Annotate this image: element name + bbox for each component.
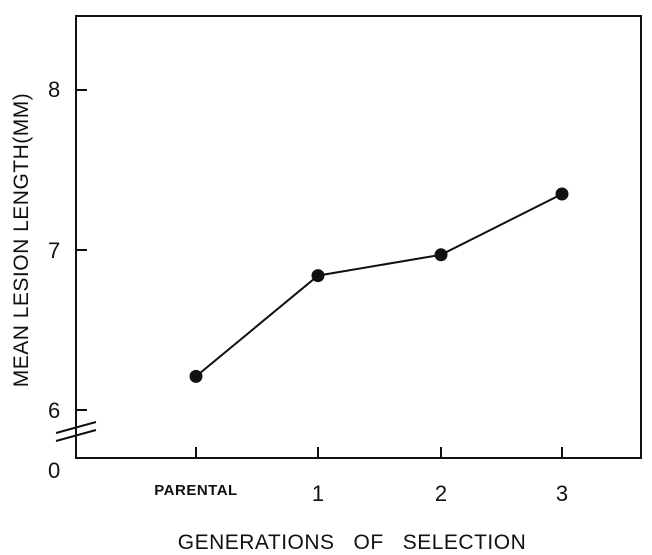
y-axis-break (55, 421, 97, 442)
y-tick-label-7: 7 (48, 238, 60, 263)
x-tick-label-2: 2 (435, 481, 447, 506)
x-axis-title: GENERATIONS OF SELECTION (178, 531, 527, 554)
y-origin-label: 0 (48, 458, 60, 483)
y-tick-label-6: 6 (48, 398, 60, 423)
data-points (189, 187, 569, 383)
x-axis-ticks (195, 447, 563, 458)
x-tick-label-1: 1 (312, 481, 324, 506)
plot-frame (75, 15, 642, 459)
series-line (195, 193, 563, 378)
data-point-2 (434, 248, 448, 262)
x-tick-label-3: 3 (556, 481, 568, 506)
x-tick-label-parental: PARENTAL (154, 482, 237, 499)
y-tick-label-8: 8 (48, 77, 60, 102)
data-point-parental (189, 369, 203, 383)
y-axis-ticks (76, 89, 87, 411)
data-point-1 (311, 269, 325, 283)
data-point-3 (555, 187, 569, 201)
y-axis-title: MEAN LESION LENGTH(MM) (10, 93, 33, 388)
